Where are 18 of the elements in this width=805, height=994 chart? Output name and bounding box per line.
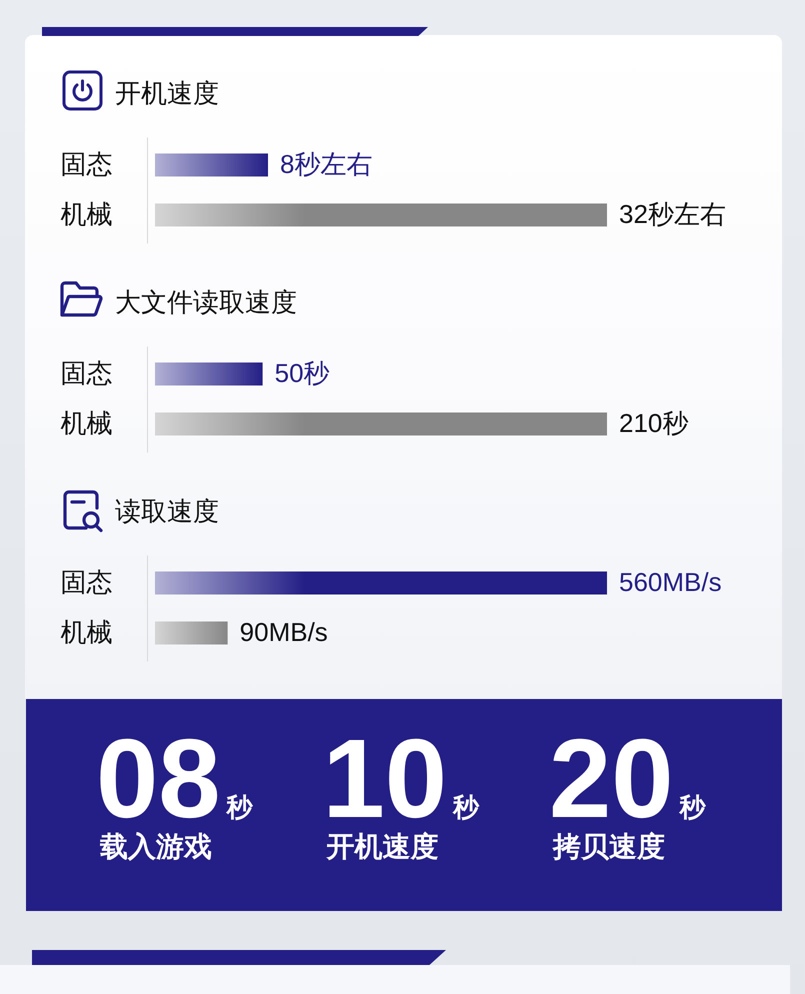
- text: 秒: [452, 792, 480, 822]
- data-label: 90MB/s: [240, 617, 328, 647]
- y-tick-label: 机械: [60, 617, 112, 647]
- text: 秒: [226, 792, 254, 822]
- data-label: 32秒左右: [619, 199, 726, 229]
- data-label: 8秒左右: [280, 149, 372, 179]
- chart-title: 读取速度: [115, 496, 219, 526]
- y-tick-label: 固态: [60, 149, 112, 179]
- data-label: 560MB/s: [619, 567, 722, 597]
- y-tick-label: 固态: [60, 567, 112, 597]
- chart-title: 开机速度: [115, 78, 219, 108]
- text: 秒: [678, 792, 707, 822]
- y-tick-label: 机械: [60, 408, 112, 438]
- chart-title: 大文件读取速度: [115, 287, 297, 317]
- y-tick-label: 固态: [60, 358, 112, 388]
- data-label: 210秒: [619, 408, 688, 438]
- y-tick-label: 机械: [60, 199, 112, 229]
- data-label: 50秒: [274, 358, 330, 388]
